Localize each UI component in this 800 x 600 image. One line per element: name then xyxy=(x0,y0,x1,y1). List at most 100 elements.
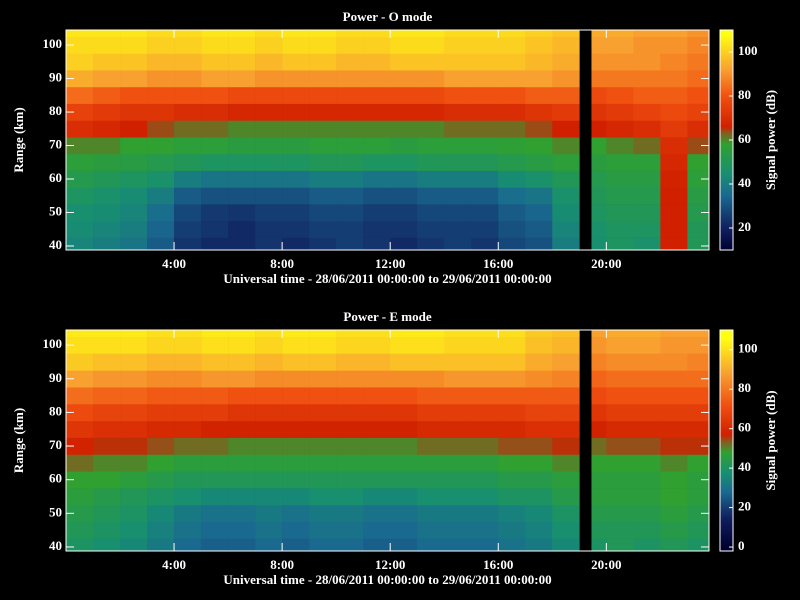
heat-cell xyxy=(552,420,580,438)
heat-cell xyxy=(444,330,472,338)
heat-cell xyxy=(147,53,175,71)
heat-cell xyxy=(309,387,337,405)
heat-cell xyxy=(552,336,580,354)
heat-cell xyxy=(498,220,526,238)
heat-cell xyxy=(498,103,526,121)
heat-cell xyxy=(498,53,526,71)
heat-cell xyxy=(363,220,391,238)
heat-cell xyxy=(93,103,121,121)
heat-cell xyxy=(417,437,445,455)
heat-cell xyxy=(228,237,256,250)
heat-cell xyxy=(606,488,634,506)
heat-cell xyxy=(444,504,472,523)
heat-cell xyxy=(255,36,283,54)
heat-cell xyxy=(147,103,175,121)
heat-cell xyxy=(591,404,607,422)
heat-cell xyxy=(336,420,364,438)
heat-cell xyxy=(201,521,229,539)
heat-cell xyxy=(525,454,553,472)
heat-cell xyxy=(174,237,202,250)
heat-cell xyxy=(66,330,94,338)
heat-cell xyxy=(390,336,418,354)
heat-cell xyxy=(660,404,688,422)
heat-cell xyxy=(147,170,175,188)
heat-cell xyxy=(390,70,418,88)
colorbar-tick-label: 60 xyxy=(738,131,751,146)
heat-cell xyxy=(309,370,337,388)
heat-cell xyxy=(174,353,202,371)
heat-cell xyxy=(390,437,418,455)
heat-cell xyxy=(336,204,364,222)
heat-cell xyxy=(444,53,472,71)
heat-cell xyxy=(120,220,148,238)
heat-cell xyxy=(525,187,553,205)
y-tick-label: 70 xyxy=(49,437,62,452)
heat-cell xyxy=(174,103,202,121)
heat-cell xyxy=(282,204,310,222)
heat-cell xyxy=(498,70,526,88)
heat-cell xyxy=(444,120,472,138)
heat-cell xyxy=(606,521,634,539)
heat-cell xyxy=(606,153,634,171)
heat-cell xyxy=(174,53,202,71)
heat-cell xyxy=(120,30,148,37)
heat-cell xyxy=(336,86,364,104)
heat-cell xyxy=(282,370,310,388)
heat-cell xyxy=(552,137,580,155)
heat-cell xyxy=(660,353,688,371)
heat-cell xyxy=(336,404,364,422)
heat-cell xyxy=(255,103,283,121)
y-tick-label: 100 xyxy=(43,36,63,51)
heat-cell xyxy=(444,237,472,250)
heat-cell xyxy=(591,170,607,188)
heat-cell xyxy=(444,204,472,222)
colorbar-tick-label: 40 xyxy=(738,175,751,190)
heat-cell xyxy=(201,538,229,551)
x-tick-label: 8:00 xyxy=(270,256,294,271)
heat-cell xyxy=(417,488,445,506)
heat-cell xyxy=(93,488,121,506)
heat-cell xyxy=(336,53,364,71)
heat-cell xyxy=(309,220,337,238)
heat-cell xyxy=(633,521,661,539)
heat-cell xyxy=(498,137,526,155)
heat-cell xyxy=(660,504,688,523)
heat-cell xyxy=(66,387,94,405)
heat-cell xyxy=(471,471,499,489)
heat-cell xyxy=(228,404,256,422)
heat-cell xyxy=(255,237,283,250)
heat-cell xyxy=(363,36,391,54)
heat-cell xyxy=(363,471,391,489)
heat-cell xyxy=(66,538,94,551)
heat-cell xyxy=(255,86,283,104)
heat-cell xyxy=(417,86,445,104)
heat-cell xyxy=(201,86,229,104)
heat-cell xyxy=(201,204,229,222)
heat-cell xyxy=(282,70,310,88)
x-tick-label: 20:00 xyxy=(591,256,621,271)
heat-cell xyxy=(687,471,709,489)
heat-cell xyxy=(498,504,526,523)
heat-cell xyxy=(228,454,256,472)
heat-cell xyxy=(606,220,634,238)
heat-cell xyxy=(390,137,418,155)
colorbar-label: Signal power (dB) xyxy=(763,390,778,490)
heat-cell xyxy=(444,437,472,455)
heat-cell xyxy=(93,170,121,188)
heat-cell xyxy=(660,137,688,155)
heat-cell xyxy=(444,420,472,438)
heat-cell xyxy=(471,187,499,205)
heat-cell xyxy=(417,471,445,489)
heat-cell xyxy=(660,370,688,388)
heat-cell xyxy=(591,103,607,121)
heat-cell xyxy=(552,330,580,338)
heat-cell xyxy=(417,53,445,71)
heat-cell xyxy=(201,330,229,338)
heat-cell xyxy=(471,538,499,551)
heat-cell xyxy=(66,237,94,250)
heat-cell xyxy=(309,504,337,523)
heat-cell xyxy=(336,521,364,539)
heat-cell xyxy=(201,120,229,138)
heat-cell xyxy=(633,30,661,37)
heat-cell xyxy=(336,103,364,121)
